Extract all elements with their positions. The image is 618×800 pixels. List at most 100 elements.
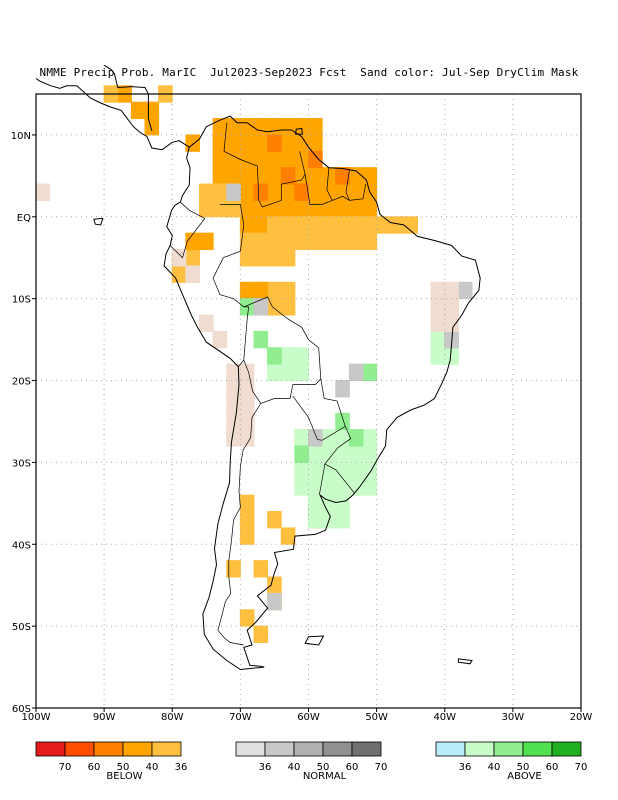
y-tick-label: 10S: [12, 295, 31, 306]
x-tick-label: 20W: [570, 712, 593, 723]
legend-normal-tick-label: 60: [346, 762, 359, 773]
above-cell: [294, 445, 309, 463]
legend-normal-tick-label: 50: [317, 762, 330, 773]
above-cell: [348, 461, 364, 480]
below-cell: [376, 216, 391, 234]
legend-above-tick-label: 70: [575, 762, 588, 773]
below-cell: [267, 232, 282, 251]
above-cell: [348, 429, 364, 447]
above-cell: [335, 478, 350, 496]
x-tick-label: 60W: [297, 712, 320, 723]
below-cell: [362, 167, 378, 185]
legend-above-tick-label: 40: [488, 762, 501, 773]
below-cell: [226, 560, 241, 578]
below-cell: [199, 183, 214, 201]
dry-mask-cell: [444, 298, 459, 316]
x-tick-label: 90W: [93, 712, 116, 723]
below-cell: [362, 199, 378, 218]
below-cell: [226, 118, 241, 136]
legend-normal-tick-label: 36: [259, 762, 272, 773]
above-cell: [444, 347, 459, 365]
legend-above-swatch: [435, 741, 466, 757]
below-cell: [239, 527, 255, 545]
below-cell: [267, 134, 282, 152]
island-outline: [295, 127, 303, 135]
island-outline: [304, 635, 325, 646]
legend-normal-tick-label: 40: [288, 762, 301, 773]
below-cell: [294, 118, 309, 136]
below-cell: [321, 167, 337, 185]
below-cell: [362, 216, 378, 234]
x-tick-label: 100W: [22, 712, 51, 723]
below-cell: [294, 134, 309, 152]
y-tick-label: 60S: [12, 704, 31, 715]
below-cell: [280, 183, 296, 201]
below-cell: [267, 576, 282, 594]
map-title: NMME Precip Prob. MarIC Jul2023-Sep2023 …: [39, 66, 579, 79]
dry-mask-cell: [239, 412, 255, 431]
axis-ticks: 100W 90W 80W 70W 60W 50W 40W 30W 20W 10N EQ 10S 20S 3…: [11, 131, 593, 723]
below-cell: [267, 216, 282, 234]
below-cell: [212, 183, 228, 201]
island-outline: [457, 658, 473, 665]
below-cell: [253, 150, 269, 169]
y-tick-label: 30S: [12, 458, 31, 469]
normal-cell: [253, 298, 269, 316]
above-cell: [253, 330, 269, 349]
below-cell: [253, 183, 269, 201]
dry-mask-cell: [226, 429, 241, 447]
dry-mask-cell: [239, 396, 255, 414]
above-cell: [321, 478, 337, 496]
x-tick-label: 50W: [365, 712, 388, 723]
legend-below-tick-label: 60: [88, 762, 101, 773]
above-cell: [308, 478, 323, 496]
below-cell: [308, 232, 323, 251]
below-cell: [321, 183, 337, 201]
below-cell: [403, 216, 418, 234]
below-cell: [239, 150, 255, 169]
below-cell: [253, 232, 269, 251]
dry-mask-cell: [185, 265, 200, 283]
above-cell: [280, 363, 296, 382]
below-cell: [144, 118, 160, 136]
dry-mask-cell: [226, 380, 241, 398]
below-cell: [389, 216, 405, 234]
below-cell: [267, 167, 282, 185]
below-cell: [253, 216, 269, 234]
below-cell: [185, 249, 200, 267]
below-cell: [335, 216, 350, 234]
below-cell: [253, 167, 269, 185]
dry-mask-cell: [171, 249, 187, 267]
below-cell: [267, 249, 282, 267]
below-cell: [185, 232, 200, 251]
below-cell: [185, 134, 200, 152]
legend-normal-swatch: [322, 741, 353, 757]
below-cell: [280, 249, 296, 267]
above-cell: [362, 429, 378, 447]
dry-mask-cell: [212, 330, 228, 349]
above-cell: [362, 363, 378, 382]
below-cell: [199, 199, 214, 218]
legend-above-swatch: [493, 741, 524, 757]
above-cell: [294, 429, 309, 447]
below-cell: [308, 183, 323, 201]
below-cell: [226, 199, 241, 218]
above-cell: [294, 347, 309, 365]
legend-below-swatch: [122, 741, 153, 757]
below-cell: [308, 118, 323, 136]
legend-below-swatch: [35, 741, 66, 757]
below-cell: [280, 167, 296, 185]
legend-below-title: BELOW: [106, 771, 142, 782]
legend-above-swatch: [464, 741, 495, 757]
legend-normal-swatch: [351, 741, 382, 757]
below-cell: [239, 216, 255, 234]
below-cell: [335, 167, 350, 185]
below-cell: [267, 118, 282, 136]
below-cell: [308, 150, 323, 169]
legend-above-swatch: [551, 741, 582, 757]
below-cell: [335, 232, 350, 251]
below-cell: [253, 199, 269, 218]
below-cell: [239, 494, 255, 513]
normal-cell: [348, 363, 364, 382]
